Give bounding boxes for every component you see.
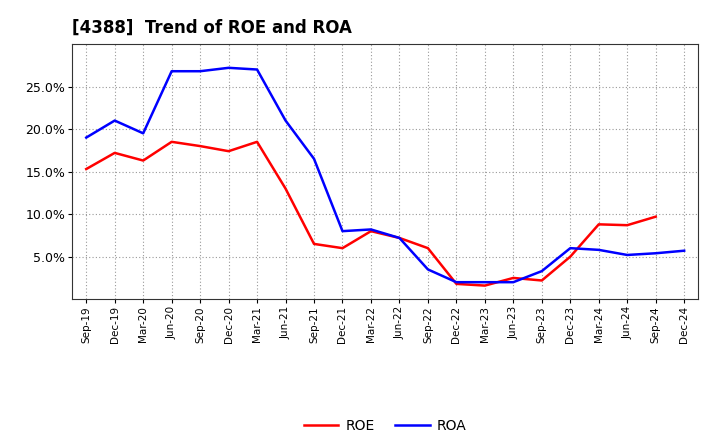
ROA (225, 65, 233, 70)
ROE (395, 235, 404, 241)
ROA (566, 246, 575, 251)
ROA (253, 67, 261, 72)
Text: [4388]  Trend of ROE and ROA: [4388] Trend of ROE and ROA (72, 19, 352, 37)
ROA (110, 118, 119, 123)
ROE (82, 166, 91, 172)
ROE (225, 149, 233, 154)
ROA (82, 135, 91, 140)
ROE (566, 254, 575, 259)
ROE (537, 278, 546, 283)
ROE (652, 214, 660, 219)
ROA (452, 279, 461, 285)
ROE (595, 222, 603, 227)
ROA (196, 69, 204, 74)
ROE (423, 246, 432, 251)
ROE (110, 150, 119, 155)
ROE (366, 228, 375, 234)
ROE (310, 241, 318, 246)
ROA (537, 268, 546, 274)
ROE (338, 246, 347, 251)
ROA (139, 131, 148, 136)
ROA (167, 69, 176, 74)
Legend: ROE, ROA: ROE, ROA (298, 413, 472, 438)
ROE (623, 223, 631, 228)
ROA (480, 279, 489, 285)
ROE (452, 281, 461, 286)
ROA (310, 156, 318, 161)
ROA (366, 227, 375, 232)
ROE (196, 143, 204, 149)
ROE (253, 139, 261, 144)
ROA (595, 247, 603, 253)
ROA (623, 252, 631, 257)
ROA (338, 228, 347, 234)
ROA (509, 279, 518, 285)
ROA (395, 235, 404, 241)
ROE (139, 158, 148, 163)
ROE (509, 275, 518, 281)
ROA (282, 118, 290, 123)
ROE (480, 283, 489, 288)
Line: ROA: ROA (86, 68, 684, 282)
ROE (282, 186, 290, 191)
ROE (167, 139, 176, 144)
ROA (423, 267, 432, 272)
ROA (652, 251, 660, 256)
Line: ROE: ROE (86, 142, 656, 286)
ROA (680, 248, 688, 253)
